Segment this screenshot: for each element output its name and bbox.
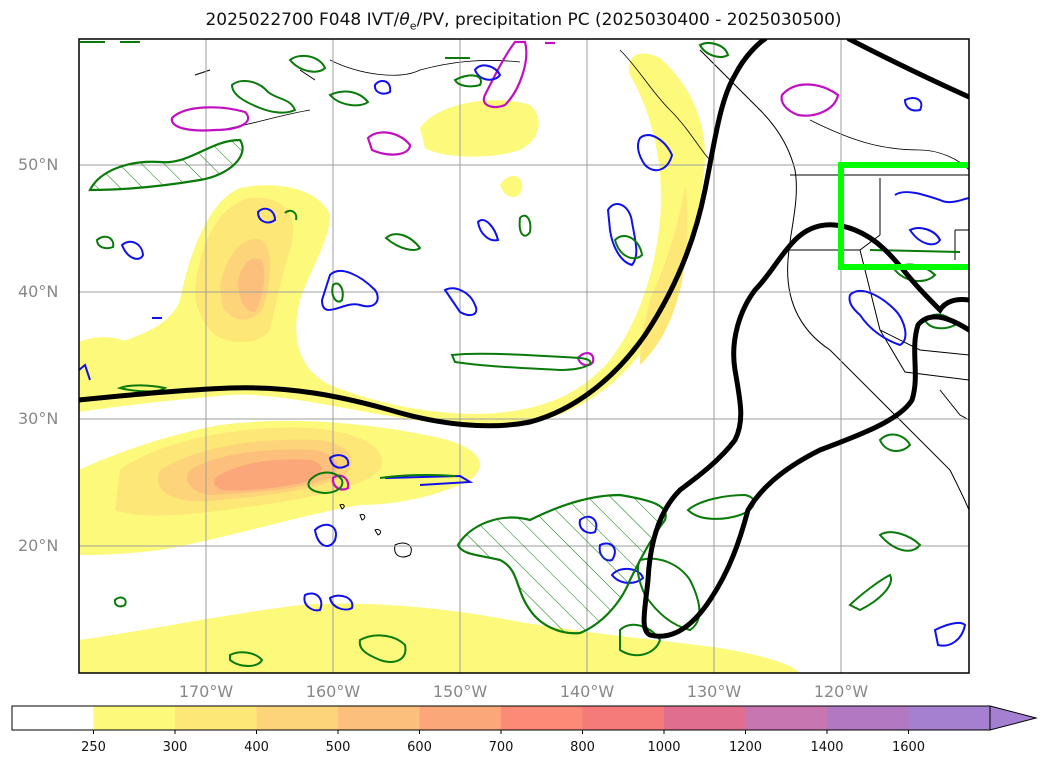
colorbar-segment	[664, 706, 746, 730]
colorbar-tick-label: 400	[244, 740, 269, 755]
colorbar-segment	[501, 706, 583, 730]
colorbar-tick-label: 700	[488, 740, 514, 755]
colorbar-extend-arrow	[989, 705, 1038, 731]
colorbar-segment	[12, 706, 94, 730]
islands	[194, 69, 412, 558]
colorbar-tick-label: 500	[325, 740, 351, 755]
colorbar-tick-label: 300	[162, 740, 188, 755]
map-frame	[78, 38, 970, 674]
lon-label-150w: 150°W	[432, 682, 488, 701]
target-box	[838, 162, 969, 270]
lat-label-40n: 40°N	[18, 282, 59, 301]
colorbar-tick-label: 1000	[647, 740, 681, 755]
colorbar-segment	[175, 706, 257, 730]
colorbar-tick-label: 1200	[728, 740, 763, 755]
colorbar-segment	[93, 706, 176, 730]
lon-label-120w: 120°W	[813, 682, 869, 701]
colorbar-segment	[827, 706, 909, 730]
lon-label-130w: 130°W	[686, 682, 742, 701]
lon-label-140w: 140°W	[559, 682, 615, 701]
colorbar-tick-label: 800	[570, 740, 595, 755]
colorbar-tick-label: 1600	[891, 740, 926, 755]
colorbar-segment	[338, 706, 420, 730]
colorbar	[11, 705, 1038, 734]
lon-label-170w: 170°W	[178, 682, 234, 701]
lat-label-50n: 50°N	[18, 155, 59, 174]
lat-label-30n: 30°N	[18, 409, 59, 428]
colorbar-tick-label: 600	[407, 740, 432, 755]
lat-label-20n: 20°N	[18, 536, 59, 555]
colorbar-segment	[908, 706, 991, 730]
colorbar-segment	[419, 706, 502, 730]
map-area	[79, 39, 969, 673]
map-title: 2025022700 F048 IVT/θe/PV, precipitation…	[205, 10, 842, 33]
theta-e-hatched	[88, 138, 667, 635]
precip-contours	[170, 40, 840, 491]
colorbar-tick-label: 250	[81, 740, 106, 755]
colorbar-segment	[256, 706, 339, 730]
colorbar-segment	[745, 706, 828, 730]
colorbar-segment	[582, 706, 665, 730]
reference-contours	[79, 39, 969, 639]
colorbar-tick-label: 1400	[810, 740, 844, 755]
lon-label-160w: 160°W	[305, 682, 361, 701]
